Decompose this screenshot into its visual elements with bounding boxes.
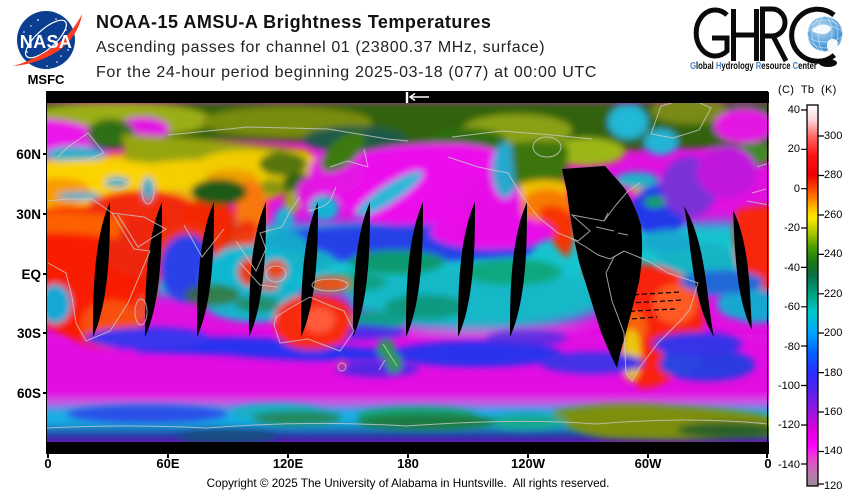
svg-text:Global Hydrology Resource Cent: Global Hydrology Resource Center [690,60,817,71]
svg-text:NASA: NASA [20,32,73,52]
svg-text:MSFC: MSFC [28,72,65,86]
